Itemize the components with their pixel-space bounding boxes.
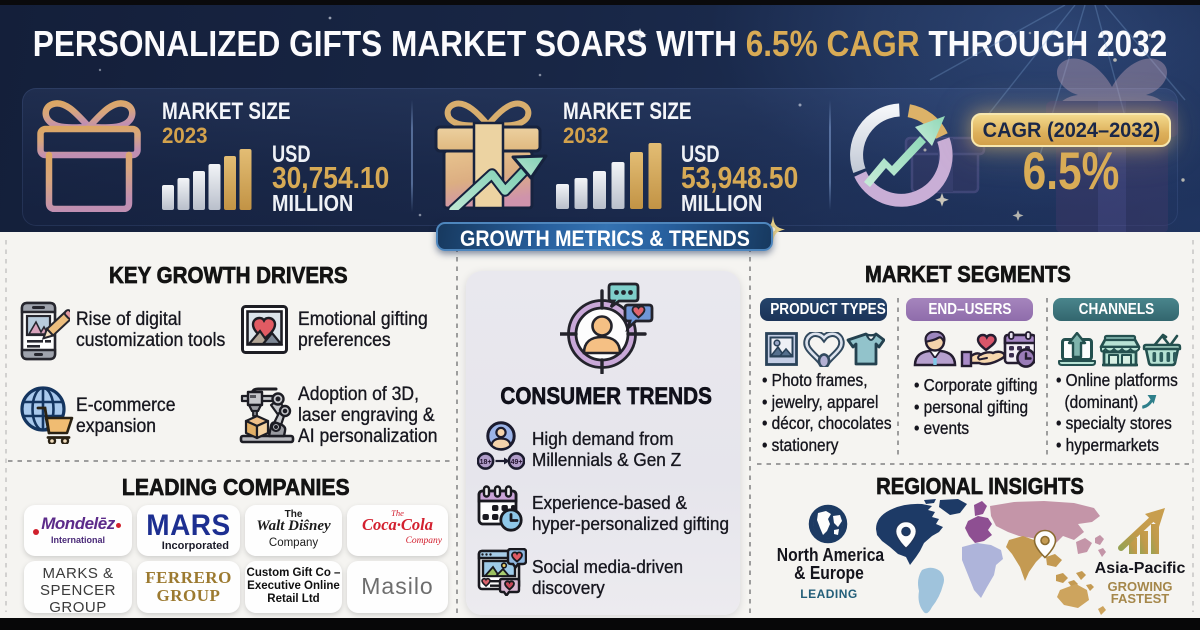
- svg-text:18+: 18+: [480, 459, 492, 466]
- svg-text:49+: 49+: [511, 459, 523, 466]
